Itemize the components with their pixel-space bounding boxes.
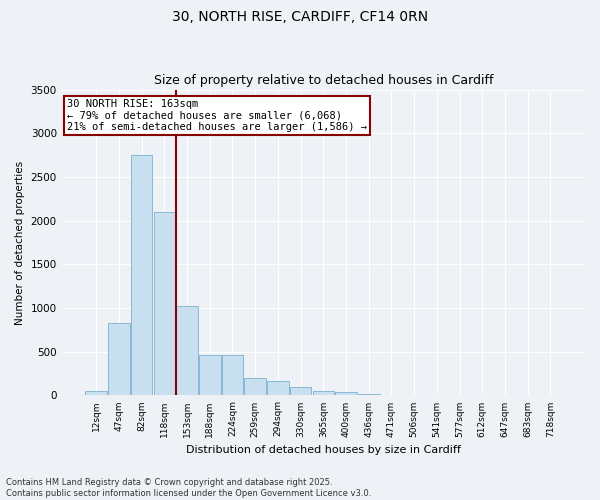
X-axis label: Distribution of detached houses by size in Cardiff: Distribution of detached houses by size …: [186, 445, 461, 455]
Bar: [85, 391, 107, 396]
Bar: [131, 155, 152, 396]
Bar: [335, 392, 357, 396]
Title: Size of property relative to detached houses in Cardiff: Size of property relative to detached ho…: [154, 74, 493, 87]
Text: Contains HM Land Registry data © Crown copyright and database right 2025.
Contai: Contains HM Land Registry data © Crown c…: [6, 478, 371, 498]
Bar: [108, 323, 130, 396]
Bar: [244, 378, 266, 396]
Bar: [154, 212, 175, 396]
Bar: [176, 306, 198, 396]
Bar: [222, 355, 243, 396]
Bar: [290, 387, 311, 396]
Bar: [199, 355, 221, 396]
Text: 30 NORTH RISE: 163sqm
← 79% of detached houses are smaller (6,068)
21% of semi-d: 30 NORTH RISE: 163sqm ← 79% of detached …: [67, 98, 367, 132]
Text: 30, NORTH RISE, CARDIFF, CF14 0RN: 30, NORTH RISE, CARDIFF, CF14 0RN: [172, 10, 428, 24]
Bar: [380, 394, 402, 396]
Bar: [267, 380, 289, 396]
Bar: [313, 390, 334, 396]
Bar: [358, 394, 380, 396]
Y-axis label: Number of detached properties: Number of detached properties: [15, 160, 25, 324]
